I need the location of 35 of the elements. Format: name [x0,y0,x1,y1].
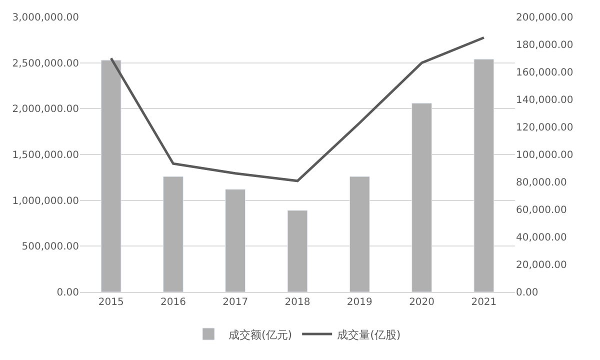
bar [349,176,370,292]
y2-tick-label: 200,000.00 [516,12,574,24]
bar [474,58,494,292]
legend-label: 成交量(亿股) [337,328,401,342]
line-series [110,36,486,182]
bar [412,102,432,292]
y2-tick-label: 180,000.00 [516,40,574,51]
legend-label: 成交额(亿元) [228,328,292,342]
bar [287,210,308,292]
bar [225,189,246,292]
y-tick-label: 0.00 [56,288,79,298]
x-tick-label: 2021 [471,297,497,308]
y2-tick-label: 120,000.00 [516,122,574,134]
y-tick-label: 1,000,000.00 [12,196,79,207]
y-tick-label: 2,500,000.00 [12,58,79,70]
y2-tick-label: 100,000.00 [516,150,574,161]
x-tick-label: 2019 [346,297,372,308]
bar [163,176,184,292]
x-tick-label: 2020 [409,297,435,308]
bar [100,60,122,292]
y2-tick-label: 60,000.00 [516,205,567,216]
x-tick-label: 2016 [160,297,186,308]
y2-tick-label: 20,000.00 [516,260,567,271]
y2-tick-label: 140,000.00 [516,95,574,106]
y2-tick-label: 0.00 [516,288,538,298]
y-tick-label: 500,000.00 [22,242,79,253]
y-tick-label: 3,000,000.00 [12,12,79,24]
y-tick-label: 2,000,000.00 [12,104,79,116]
x-tick-label: 2017 [222,297,248,308]
y2-tick-label: 40,000.00 [516,232,567,244]
y-tick-label: 1,500,000.00 [12,150,79,161]
y2-tick-label: 80,000.00 [516,178,567,188]
y2-tick-label: 160,000.00 [516,68,574,78]
x-tick-label: 2018 [284,297,310,308]
x-tick-label: 2015 [98,297,124,308]
